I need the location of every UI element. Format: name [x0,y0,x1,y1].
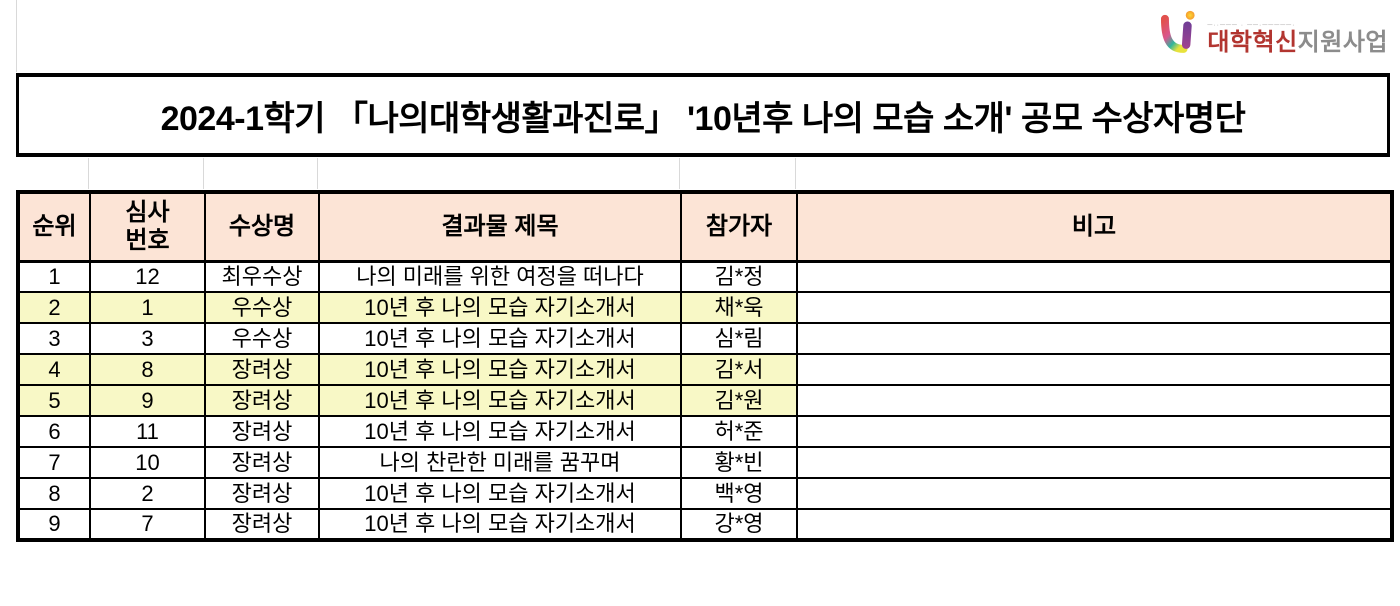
logo-title-secondary: 지원사업 [1297,29,1388,56]
col-header-title: 결과물 제목 [318,191,682,263]
excel-gridline [16,0,17,72]
cell-note [796,322,1393,355]
cell-award: 장려상 [204,477,320,510]
cell-entry-no: 1 [89,291,206,324]
cell-participant: 김*서 [680,353,798,386]
cell-rank: 2 [17,291,91,324]
cell-award: 최우수상 [204,260,320,293]
cell-entry-no: 7 [89,508,206,541]
cell-title: 10년 후 나의 모습 자기소개서 [318,384,682,417]
university-innovation-logo-icon [1161,10,1195,53]
logo-text: ─··─── · ──·─────· 대학혁신지원사업 [1207,21,1388,58]
cell-title: 10년 후 나의 모습 자기소개서 [318,291,682,324]
cell-participant: 황*빈 [680,446,798,479]
col-header-note: 비고 [796,191,1393,263]
cell-participant: 김*원 [680,384,798,417]
cell-note [796,446,1393,479]
table-row: 2 1 우수상 10년 후 나의 모습 자기소개서 채*욱 [17,291,1393,324]
table-row: 3 3 우수상 10년 후 나의 모습 자기소개서 심*림 [17,322,1393,355]
logo-title-primary: 대학혁신 [1207,29,1298,56]
excel-gridline [88,158,89,189]
table-row: 6 11 장려상 10년 후 나의 모습 자기소개서 허*준 [17,415,1393,448]
cell-rank: 3 [17,322,91,355]
cell-rank: 6 [17,415,91,448]
cell-award: 장려상 [204,384,320,417]
cell-title: 10년 후 나의 모습 자기소개서 [318,322,682,355]
cell-note [796,260,1393,293]
cell-note [796,353,1393,386]
cell-note [796,477,1393,510]
cell-participant: 강*영 [680,508,798,541]
cell-participant: 허*준 [680,415,798,448]
cell-title: 10년 후 나의 모습 자기소개서 [318,508,682,541]
header-row: 순위 심사 번호 수상명 결과물 제목 참가자 비고 [17,191,1393,263]
cell-participant: 채*욱 [680,291,798,324]
cell-note [796,384,1393,417]
cell-entry-no: 11 [89,415,206,448]
cell-note [796,415,1393,448]
logo-tagline: ─··─── · ──·─────· [1207,22,1296,29]
cell-participant: 백*영 [680,477,798,510]
cell-title: 나의 찬란한 미래를 꿈꾸며 [318,446,682,479]
cell-entry-no: 9 [89,384,206,417]
cell-rank: 5 [17,384,91,417]
cell-award: 장려상 [204,415,320,448]
table-row: 5 9 장려상 10년 후 나의 모습 자기소개서 김*원 [17,384,1393,417]
title-box: 2024-1학기 「나의대학생활과진로」 '10년후 나의 모습 소개' 공모 … [16,73,1390,157]
cell-title: 10년 후 나의 모습 자기소개서 [318,477,682,510]
cell-award: 우수상 [204,322,320,355]
col-header-entry-no: 심사 번호 [89,191,206,263]
cell-award: 장려상 [204,446,320,479]
cell-entry-no: 10 [89,446,206,479]
cell-rank: 1 [17,260,91,293]
table-row: 4 8 장려상 10년 후 나의 모습 자기소개서 김*서 [17,353,1393,386]
excel-gridline [679,158,680,189]
cell-participant: 김*정 [680,260,798,293]
cell-award: 장려상 [204,353,320,386]
winners-table: 순위 심사 번호 수상명 결과물 제목 참가자 비고 1 12 최우수상 나의 … [16,190,1394,542]
cell-rank: 4 [17,353,91,386]
cell-note [796,508,1393,541]
cell-entry-no: 3 [89,322,206,355]
cell-rank: 7 [17,446,91,479]
cell-note [796,291,1393,324]
cell-award: 우수상 [204,291,320,324]
table-row: 8 2 장려상 10년 후 나의 모습 자기소개서 백*영 [17,477,1393,510]
program-logo: ─··─── · ──·─────· 대학혁신지원사업 [1157,8,1388,58]
cell-title: 10년 후 나의 모습 자기소개서 [318,415,682,448]
logo-title: 대학혁신지원사업 [1207,30,1388,56]
cell-rank: 8 [17,477,91,510]
col-header-rank: 순위 [17,191,91,263]
cell-award: 장려상 [204,508,320,541]
cell-entry-no: 8 [89,353,206,386]
table-row: 7 10 장려상 나의 찬란한 미래를 꿈꾸며 황*빈 [17,446,1393,479]
cell-title: 나의 미래를 위한 여정을 떠나다 [318,260,682,293]
cell-rank: 9 [17,508,91,541]
excel-gridline [795,158,796,189]
cell-entry-no: 2 [89,477,206,510]
table-row: 9 7 장려상 10년 후 나의 모습 자기소개서 강*영 [17,508,1393,541]
page-title: 2024-1학기 「나의대학생활과진로」 '10년후 나의 모습 소개' 공모 … [160,99,1246,138]
excel-gridline [203,158,204,189]
cell-participant: 심*림 [680,322,798,355]
cell-entry-no: 12 [89,260,206,293]
cell-title: 10년 후 나의 모습 자기소개서 [318,353,682,386]
table-row: 1 12 최우수상 나의 미래를 위한 여정을 떠나다 김*정 [17,260,1393,293]
col-header-participant: 참가자 [680,191,798,263]
col-header-award: 수상명 [204,191,320,263]
excel-gridline [317,158,318,189]
